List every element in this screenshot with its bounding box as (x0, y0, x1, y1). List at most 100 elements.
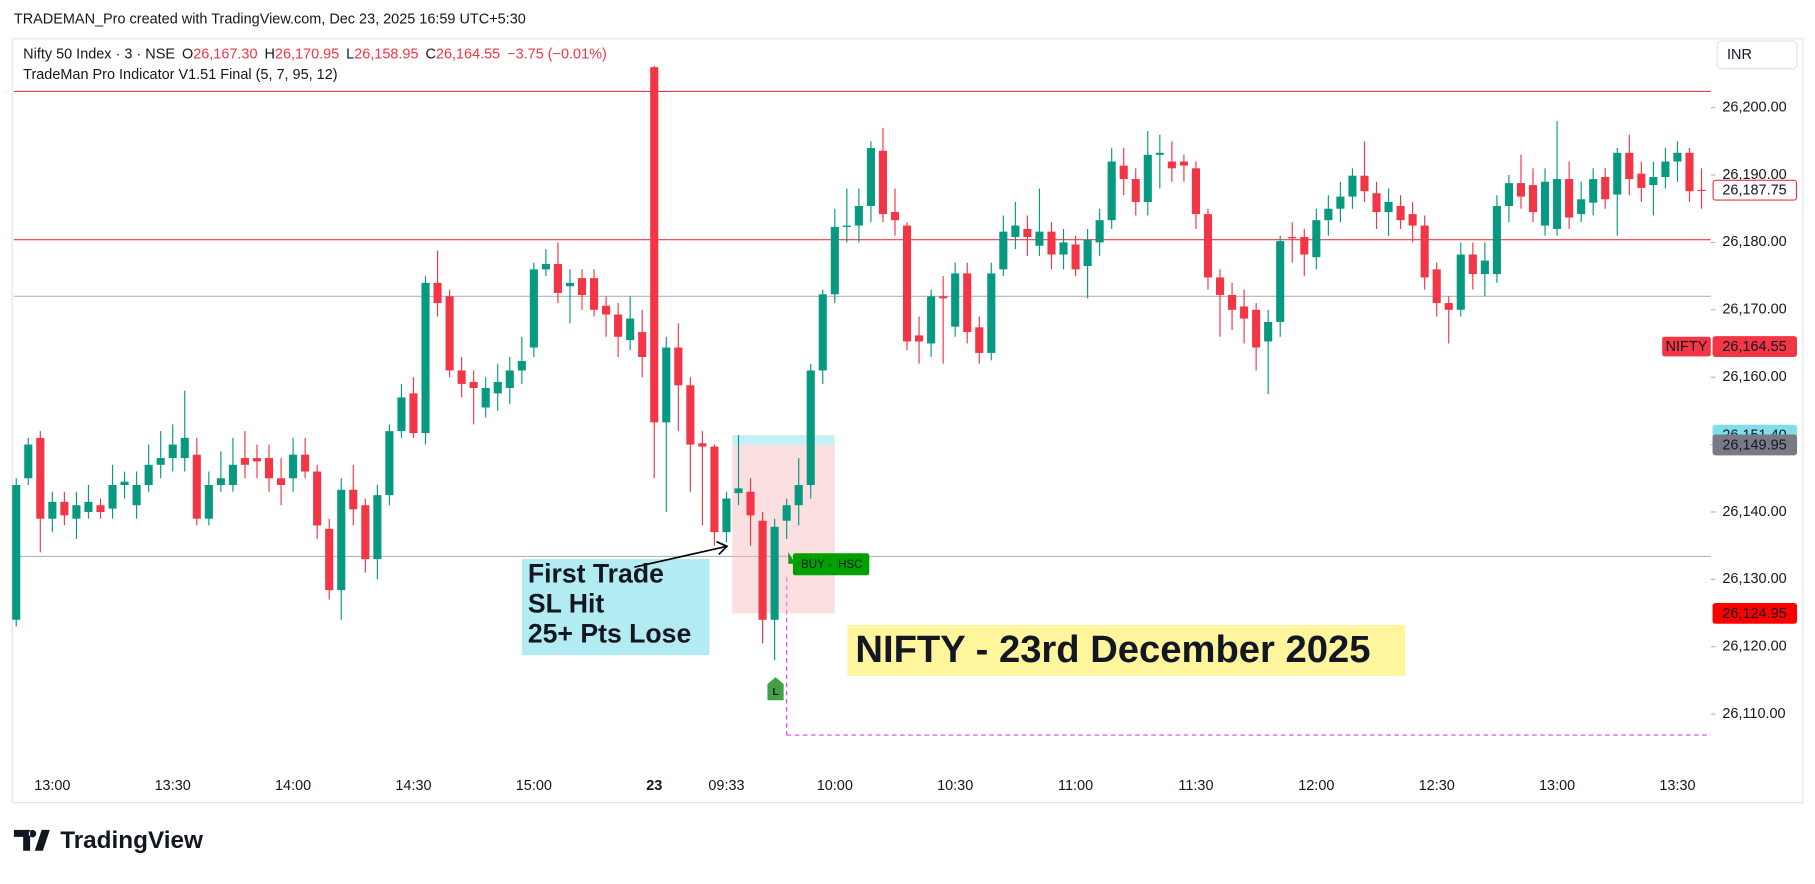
candle-body (854, 206, 863, 226)
candle-body (1420, 225, 1429, 278)
candle-body (301, 454, 310, 472)
candle-body (1071, 244, 1080, 270)
x-tick-label: 14:00 (275, 778, 311, 794)
x-tick-label: 13:00 (34, 778, 70, 794)
candle-body (108, 485, 117, 509)
candle-body (1540, 181, 1550, 226)
currency: INR (1727, 47, 1752, 63)
candle-body (168, 444, 177, 459)
candle-body (192, 454, 201, 519)
y-tick-label: 26,190.00 (1722, 167, 1786, 183)
candle-body (1685, 152, 1694, 192)
candle-body (1252, 309, 1261, 348)
candle-body (132, 485, 141, 506)
candle-body (120, 481, 129, 486)
candle-body (734, 488, 743, 494)
plot-area (12, 65, 1711, 736)
candle-body (842, 225, 851, 227)
title-note: NIFTY - 23rd December 2025 (855, 628, 1370, 671)
candle-body (951, 273, 960, 327)
candle-body (1528, 185, 1538, 213)
candle-body (975, 327, 984, 353)
ohlc-key: L (346, 46, 354, 62)
candle-body (589, 278, 599, 310)
chart-frame (11, 38, 1804, 804)
price-tag-label: 26,187.75 (1722, 183, 1786, 199)
candle-body (650, 67, 659, 423)
candle-body (1673, 152, 1682, 162)
candle-body (758, 520, 767, 620)
candle-body (349, 489, 358, 510)
candle-body (36, 437, 45, 519)
stop-zone (732, 444, 835, 614)
candle-body (1432, 269, 1441, 304)
y-tick-label: 26,130.00 (1722, 571, 1786, 587)
candle-body (794, 485, 803, 506)
candle-body (204, 485, 213, 519)
logo-text: TradingView (60, 827, 203, 854)
candle-body (1143, 154, 1152, 202)
ohlc-value: 26,167.30 (193, 46, 257, 62)
candle-body (12, 485, 21, 620)
x-tick-label: 11:30 (1178, 778, 1213, 794)
candle-body (529, 269, 538, 348)
x-tick-label: 12:00 (1298, 778, 1334, 794)
candle-body (1661, 161, 1670, 178)
marker-label: L (772, 687, 779, 698)
x-tick-label: 11:00 (1058, 778, 1093, 794)
candle-body (1456, 254, 1465, 310)
price-tag (1712, 602, 1798, 624)
trade-note: 25+ Pts Lose (528, 618, 691, 648)
candle-body (1384, 201, 1393, 213)
candle-body (433, 282, 442, 304)
candle-body (806, 370, 815, 486)
candle-body (1288, 237, 1297, 239)
candle-body (48, 501, 57, 519)
candle-body (1396, 206, 1405, 221)
title-note-box (847, 625, 1406, 676)
candle-body (710, 446, 719, 533)
candle-body (517, 361, 526, 371)
candle-body (662, 347, 671, 423)
x-tick-label: 14:30 (395, 778, 431, 794)
price-tag-label: 26,149.95 (1722, 437, 1786, 453)
candle-body (144, 464, 153, 486)
symbol: Nifty 50 Index · 3 · NSE (23, 46, 175, 62)
y-tick-label: 26,120.00 (1722, 639, 1786, 655)
candle-body (987, 273, 996, 353)
ohlc-value: 26,170.95 (275, 46, 339, 62)
candle-body (325, 528, 334, 591)
candle-body (1649, 177, 1658, 186)
ohlc-value: 26,158.95 (354, 46, 418, 62)
x-tick-label: 10:30 (937, 778, 973, 794)
candle-body (1047, 231, 1056, 255)
candle-body (505, 370, 514, 388)
candle-body (1059, 242, 1068, 255)
candle-body (577, 278, 587, 295)
y-tick-label: 26,200.00 (1722, 99, 1786, 115)
note-arrow (634, 540, 729, 569)
logo-mark (13, 829, 50, 851)
candle-body (1131, 179, 1140, 202)
candle-body (541, 263, 550, 270)
candle-body (277, 478, 286, 486)
candle-body (1276, 241, 1285, 322)
candle-body (1215, 277, 1225, 295)
trade-note: SL Hit (528, 588, 605, 618)
candle-body (252, 458, 262, 462)
candle-body (614, 314, 623, 337)
candle-body (1095, 220, 1104, 243)
marker-shape (767, 677, 784, 701)
ohlc-value: 26,164.55 (436, 46, 500, 62)
candle-body (445, 296, 454, 371)
candle-body (1408, 214, 1417, 226)
price-tag (1712, 434, 1798, 456)
candle-body (397, 397, 406, 432)
currency-button[interactable] (1716, 40, 1798, 70)
candle-body (1372, 193, 1381, 213)
candle-body (746, 491, 755, 516)
candle-body (421, 282, 430, 434)
